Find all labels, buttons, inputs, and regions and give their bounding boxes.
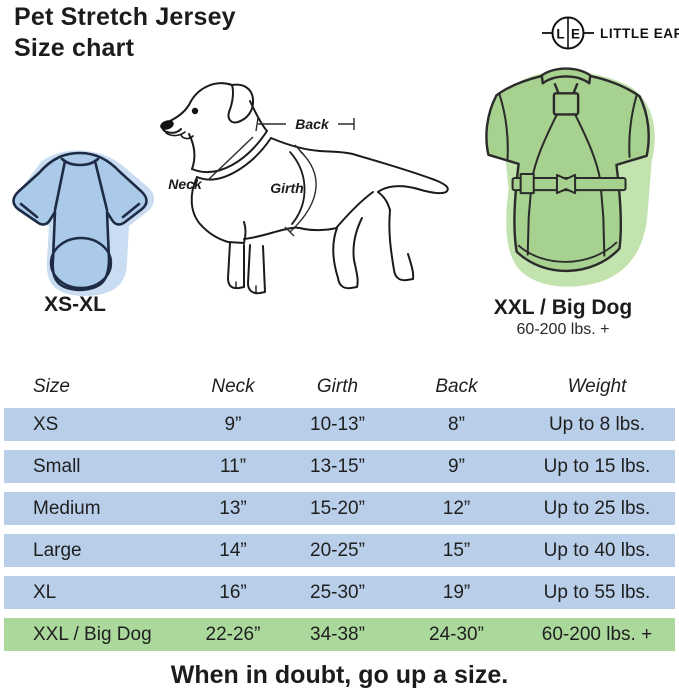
brand-logo: L E LITTLE EARTH [541,13,679,53]
column-header-neck: Neck [211,376,255,397]
blue-shirt-icon [12,150,155,296]
small-shirt-size-label: XS-XL [44,293,106,316]
table-row-xxl-big-dog: XXL / Big Dog 22-26” 34-38” 24-30” 60-20… [4,618,675,651]
cell-size: XL [33,581,57,603]
dog-outline-icon: Back Neck Girth [160,82,449,295]
cell-size: Small [33,455,81,477]
big-shirt-weight-label: 60-200 lbs. + [516,321,610,338]
column-header-back: Back [435,376,478,397]
cell-girth: 15-20” [310,497,365,519]
little-earth-monogram-icon: L E [542,16,594,50]
title-line-1: Pet Stretch Jersey [14,3,236,31]
footer-note: When in doubt, go up a size. [170,661,509,689]
cell-neck: 13” [219,497,247,519]
cell-size: XS [33,413,59,435]
cell-neck: 22-26” [205,623,261,645]
title-line-2: Size chart [14,34,135,62]
cell-size: Large [33,539,82,561]
cell-weight: Up to 25 lbs. [543,497,651,519]
cell-size: Medium [33,497,101,519]
table-row-small: Small 11” 13-15” 9” Up to 15 lbs. [4,450,675,483]
column-header-size: Size [33,376,70,397]
big-shirt-size-label: XXL / Big Dog [493,296,633,319]
monogram-letter-e: E [571,27,580,42]
cell-back: 9” [448,455,465,477]
column-header-weight: Weight [567,376,627,397]
page-title: Pet Stretch Jersey Size chart [14,2,236,64]
monogram-letter-l: L [556,27,564,42]
column-header-girth: Girth [316,376,359,397]
cell-size: XXL / Big Dog [33,623,152,645]
cell-girth: 20-25” [310,539,365,561]
cell-neck: 16” [219,581,247,603]
neck-measure-label: Neck [168,176,203,192]
cell-back: 8” [448,413,465,435]
cell-back: 15” [442,539,471,561]
cell-girth: 13-15” [310,455,365,477]
table-row-xl: XL 16” 25-30” 19” Up to 55 lbs. [4,576,675,609]
cell-neck: 9” [224,413,242,435]
small-sizes-shirt-illustration [5,142,155,307]
table-header-row: Size Neck Girth Back Weight [4,370,675,404]
cell-back: 19” [442,581,471,603]
cell-neck: 11” [219,455,247,477]
table-row-large: Large 14” 20-25” 15” Up to 40 lbs. [4,534,675,567]
cell-girth: 25-30” [310,581,365,603]
cell-weight: Up to 8 lbs. [548,413,646,435]
cell-neck: 14” [219,539,247,561]
cell-girth: 34-38” [310,623,365,645]
table-row-xs: XS 9” 10-13” 8” Up to 8 lbs. [4,408,675,441]
size-table: Size Neck Girth Back Weight XS 9” 10-13”… [0,370,679,660]
green-shirt-icon [485,67,655,287]
girth-measure-label: Girth [270,180,303,196]
cell-back: 24-30” [429,623,484,645]
brand-name: LITTLE EARTH [600,25,679,41]
cell-weight: Up to 55 lbs. [543,581,651,603]
cell-back: 12” [442,497,471,519]
cell-weight: Up to 40 lbs. [543,539,651,561]
table-row-medium: Medium 13” 15-20” 12” Up to 25 lbs. [4,492,675,525]
back-measure-label: Back [295,116,330,132]
big-dog-shirt-illustration [452,58,674,300]
cell-weight: Up to 15 lbs. [543,455,651,477]
cell-girth: 10-13” [310,413,365,435]
cell-weight: 60-200 lbs. + [541,623,653,645]
dog-measurement-diagram: Back Neck Girth [140,72,460,307]
